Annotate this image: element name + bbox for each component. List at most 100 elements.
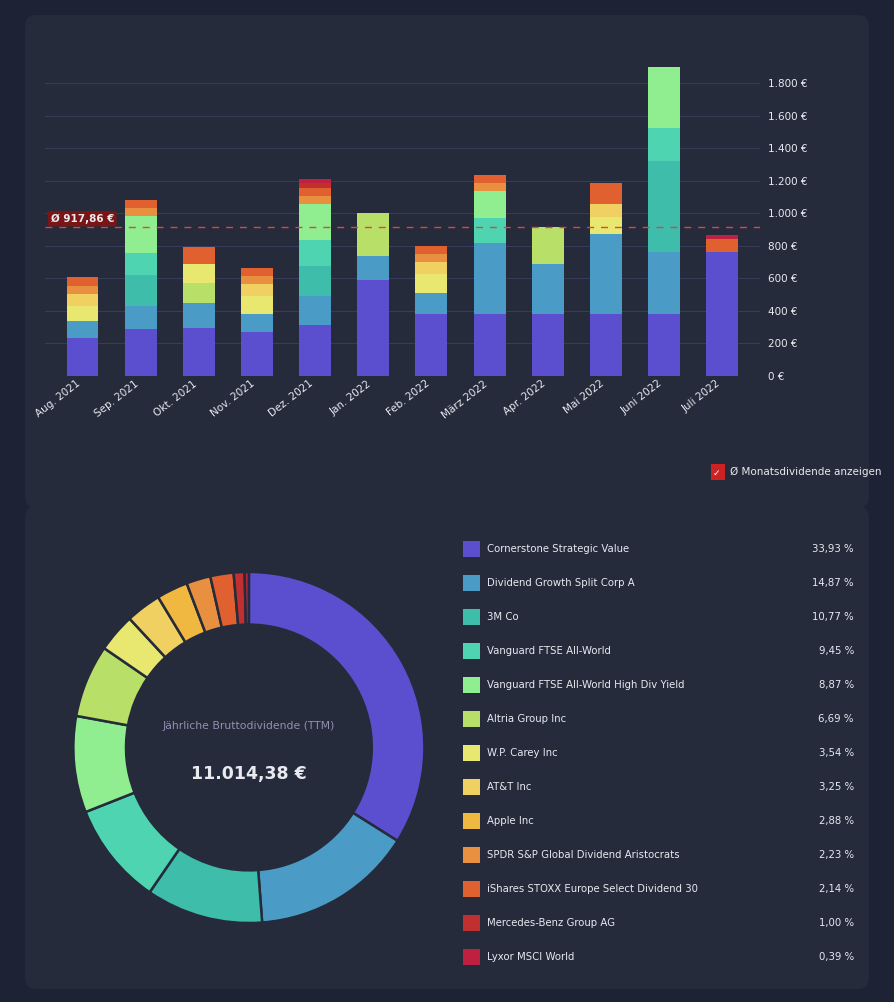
Wedge shape (149, 849, 262, 923)
Text: Altria Group Inc: Altria Group Inc (486, 714, 566, 724)
Text: Ø 917,86 €: Ø 917,86 € (51, 213, 114, 223)
Text: 8,87 %: 8,87 % (819, 680, 854, 690)
Bar (706, 235, 738, 239)
Bar (66, 321, 98, 339)
Text: 3M Co: 3M Co (486, 612, 519, 622)
Bar (648, 13, 680, 16)
Bar (416, 245, 447, 254)
Text: 3,54 %: 3,54 % (819, 748, 854, 759)
Wedge shape (258, 813, 398, 923)
Bar (358, 212, 389, 257)
Bar (474, 242, 505, 314)
Bar (532, 227, 563, 264)
Bar (358, 257, 389, 280)
Bar (474, 218, 505, 242)
Bar (124, 254, 156, 275)
Bar (299, 326, 331, 376)
Wedge shape (245, 572, 249, 624)
Bar (590, 183, 622, 204)
Text: 33,93 %: 33,93 % (813, 544, 854, 554)
Wedge shape (158, 583, 206, 642)
Text: Vanguard FTSE All-World High Div Yield: Vanguard FTSE All-World High Div Yield (486, 680, 684, 690)
Bar (416, 293, 447, 314)
Wedge shape (187, 576, 222, 632)
Text: 3,25 %: 3,25 % (819, 782, 854, 792)
Bar (182, 247, 215, 264)
Bar (299, 196, 331, 204)
Bar (532, 264, 563, 314)
Text: W.P. Carey Inc: W.P. Carey Inc (486, 748, 557, 759)
Bar (648, 314, 680, 376)
Bar (474, 314, 505, 376)
Bar (299, 297, 331, 326)
Bar (648, 16, 680, 128)
Bar (416, 254, 447, 263)
Text: iShares STOXX Europe Select Dividend 30: iShares STOXX Europe Select Dividend 30 (486, 884, 697, 894)
Wedge shape (233, 572, 246, 625)
Bar (299, 188, 331, 196)
Bar (474, 183, 505, 191)
Text: ✓: ✓ (713, 469, 720, 477)
Bar (416, 263, 447, 275)
Text: Mercedes-Benz Group AG: Mercedes-Benz Group AG (486, 918, 615, 928)
Bar (66, 286, 98, 294)
Bar (416, 275, 447, 293)
Text: 0,39 %: 0,39 % (819, 952, 854, 962)
Text: Apple Inc: Apple Inc (486, 816, 534, 826)
Text: Dividend Growth Split Corp A: Dividend Growth Split Corp A (486, 578, 635, 588)
Text: Lyxor MSCI World: Lyxor MSCI World (486, 952, 574, 962)
Bar (66, 339, 98, 376)
Bar (241, 297, 273, 314)
Bar (124, 306, 156, 329)
Wedge shape (76, 648, 148, 725)
Bar (706, 239, 738, 253)
Text: 10,77 %: 10,77 % (812, 612, 854, 622)
Text: SPDR S&P Global Dividend Aristocrats: SPDR S&P Global Dividend Aristocrats (486, 850, 679, 860)
Wedge shape (73, 715, 135, 812)
Text: 2,88 %: 2,88 % (819, 816, 854, 826)
Bar (299, 179, 331, 183)
Bar (648, 253, 680, 314)
Bar (590, 216, 622, 234)
Wedge shape (249, 572, 425, 841)
Bar (648, 128, 680, 160)
Bar (474, 175, 505, 183)
Bar (124, 329, 156, 376)
Bar (124, 207, 156, 215)
Bar (590, 314, 622, 376)
Wedge shape (104, 618, 165, 678)
Bar (590, 234, 622, 314)
Bar (241, 268, 273, 276)
Text: Ø Monatsdividende anzeigen: Ø Monatsdividende anzeigen (730, 467, 881, 477)
Text: 2,14 %: 2,14 % (819, 884, 854, 894)
Bar (182, 284, 215, 304)
Text: 14,87 %: 14,87 % (813, 578, 854, 588)
Bar (124, 199, 156, 207)
Bar (124, 215, 156, 254)
Wedge shape (210, 572, 238, 627)
Bar (648, 160, 680, 253)
Bar (532, 314, 563, 376)
Bar (241, 314, 273, 332)
Bar (66, 306, 98, 321)
Bar (358, 280, 389, 376)
Bar (241, 276, 273, 284)
Bar (241, 284, 273, 297)
Text: Vanguard FTSE All-World: Vanguard FTSE All-World (486, 646, 611, 656)
Bar (299, 240, 331, 267)
Bar (182, 304, 215, 328)
Bar (299, 267, 331, 297)
Text: 9,45 %: 9,45 % (819, 646, 854, 656)
Bar (299, 183, 331, 188)
Text: Cornerstone Strategic Value: Cornerstone Strategic Value (486, 544, 628, 554)
Wedge shape (130, 597, 185, 657)
Text: AT&T Inc: AT&T Inc (486, 782, 531, 792)
Text: Jährliche Bruttodividende (TTM): Jährliche Bruttodividende (TTM) (163, 721, 335, 731)
Bar (416, 314, 447, 376)
Bar (590, 204, 622, 216)
Wedge shape (86, 793, 180, 893)
Bar (182, 328, 215, 376)
Text: 11.014,38 €: 11.014,38 € (191, 765, 307, 783)
Bar (241, 332, 273, 376)
Bar (66, 294, 98, 306)
